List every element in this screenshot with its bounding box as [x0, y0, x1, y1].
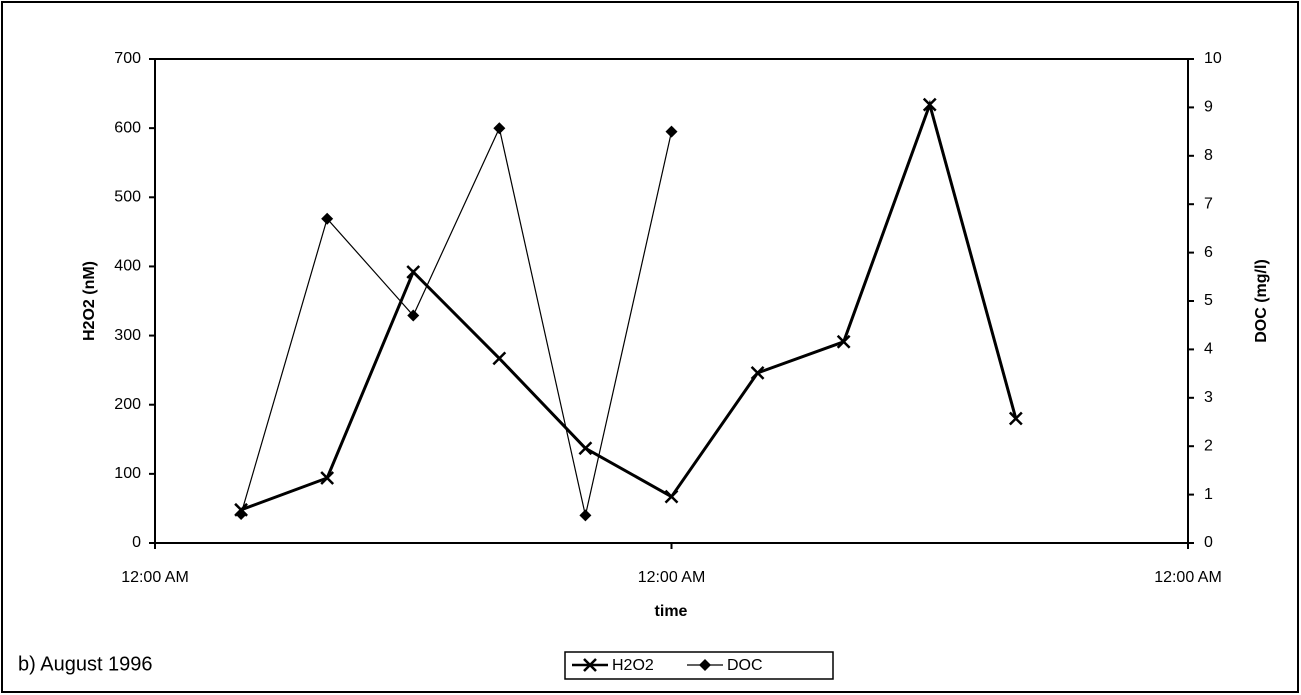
x-tick-label: 12:00 AM: [638, 569, 706, 586]
x-axis-label: time: [655, 603, 688, 620]
y2-tick-label: 4: [1204, 341, 1213, 358]
marker: [665, 125, 678, 138]
y-tick-label: 0: [132, 534, 141, 551]
y2-tick-label: 9: [1204, 99, 1213, 116]
y2-tick-label: 8: [1204, 147, 1213, 164]
marker: [922, 97, 937, 112]
y2-tick-label: 6: [1204, 244, 1213, 261]
marker: [235, 507, 248, 520]
y2-tick-label: 0: [1204, 534, 1213, 551]
marker: [664, 489, 679, 504]
series-line: [240, 126, 673, 516]
y-tick-label: 100: [114, 465, 141, 482]
marker: [321, 212, 334, 225]
marker: [579, 509, 592, 522]
y2-tick-label: 7: [1204, 195, 1213, 212]
y2-tick-label: 1: [1204, 486, 1213, 503]
y-tick-label: 400: [114, 258, 141, 275]
marker: [407, 309, 420, 322]
marker: [750, 366, 765, 380]
y-tick-label: 300: [114, 327, 141, 344]
marker: [583, 658, 597, 672]
y-tick-label: 500: [114, 189, 141, 206]
y-tick-label: 200: [114, 396, 141, 413]
marker: [699, 659, 711, 671]
y2-axis-label: DOC (mg/l): [1253, 259, 1270, 343]
marker: [836, 334, 851, 349]
legend: [564, 651, 834, 680]
marker: [1008, 411, 1023, 426]
marker: [493, 122, 506, 135]
y-tick-label: 600: [114, 119, 141, 136]
y2-tick-label: 2: [1204, 437, 1213, 454]
x-tick-label: 12:00 AM: [121, 569, 189, 586]
y2-tick-label: 10: [1204, 50, 1222, 67]
y2-tick-label: 3: [1204, 389, 1213, 406]
marker: [406, 265, 421, 279]
legend-label: DOC: [727, 657, 763, 674]
y-axis-label: H2O2 (nM): [81, 261, 98, 341]
x-tick-label: 12:00 AM: [1154, 569, 1222, 586]
marker: [492, 351, 507, 366]
y-tick-label: 700: [114, 50, 141, 67]
legend-label: H2O2: [612, 657, 654, 674]
y2-tick-label: 5: [1204, 292, 1213, 309]
marker: [320, 471, 335, 485]
marker: [578, 441, 593, 456]
annotation: b) August 1996: [18, 653, 153, 675]
series-line: [240, 99, 1018, 512]
